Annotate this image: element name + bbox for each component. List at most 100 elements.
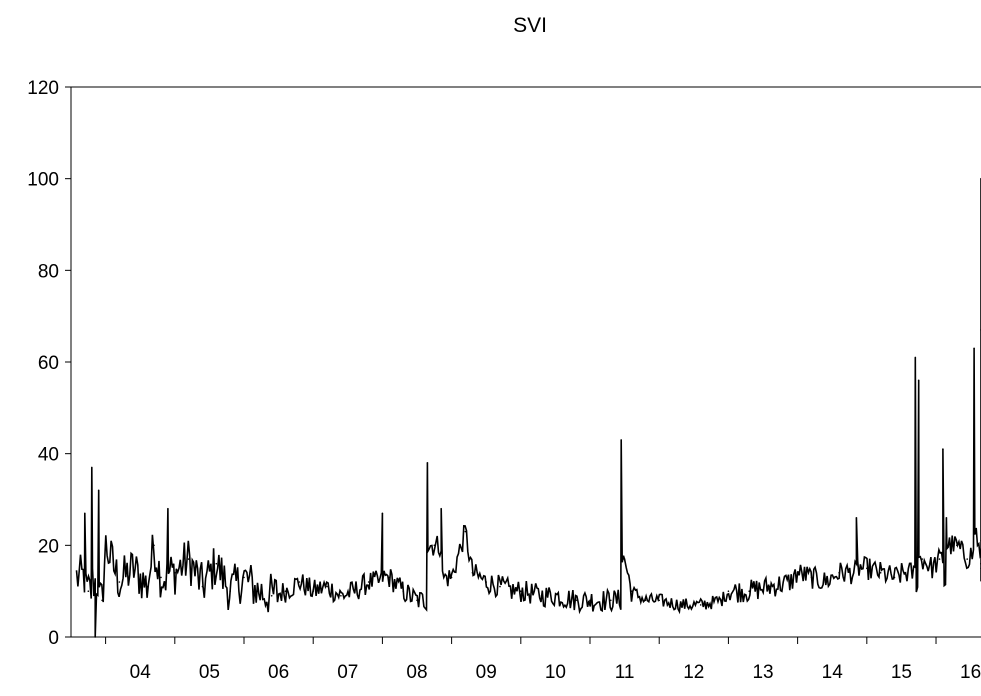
data-point: [174, 572, 176, 574]
data-point: [229, 590, 231, 592]
data-point: [84, 513, 86, 515]
data-point: [416, 600, 418, 602]
data-point: [769, 586, 771, 588]
data-point: [932, 568, 934, 570]
data-point: [389, 577, 391, 579]
x-tick-label: 06: [268, 662, 289, 683]
data-point: [966, 558, 968, 560]
data-point: [354, 590, 356, 592]
y-tick-label: 120: [27, 78, 59, 99]
data-point: [202, 586, 204, 588]
data-point: [915, 357, 917, 359]
y-tick-label: 60: [38, 353, 59, 374]
data-point: [620, 439, 622, 441]
data-point: [721, 600, 723, 602]
data-point: [856, 517, 858, 519]
x-tick-label: 09: [476, 662, 497, 683]
x-tick-label: 16: [960, 662, 981, 683]
data-point: [790, 581, 792, 583]
data-point: [975, 531, 977, 533]
data-point: [133, 568, 135, 570]
data-point: [299, 581, 301, 583]
data-point: [658, 600, 660, 602]
data-point: [748, 590, 750, 592]
data-point: [624, 558, 626, 560]
data-point: [119, 581, 121, 583]
data-point: [427, 462, 429, 464]
data-point: [402, 590, 404, 592]
data-point: [939, 558, 941, 560]
x-tick-label: 10: [545, 662, 566, 683]
data-point: [894, 577, 896, 579]
data-point: [555, 595, 557, 597]
data-point: [94, 636, 96, 638]
data-point: [160, 577, 162, 579]
series-group: [77, 178, 981, 638]
data-point: [146, 586, 148, 588]
x-tick-label: 13: [752, 662, 773, 683]
data-point: [216, 563, 218, 565]
y-tick-label: 0: [48, 628, 59, 649]
y-tick-label: 20: [38, 536, 59, 557]
series-line-svi: [77, 179, 981, 637]
data-point: [797, 572, 799, 574]
data-point: [77, 577, 79, 579]
y-tick-label: 100: [27, 170, 59, 191]
x-tick-label: 11: [615, 662, 635, 683]
data-point: [728, 590, 730, 592]
data-point: [880, 572, 882, 574]
data-point: [312, 590, 314, 592]
data-point: [368, 581, 370, 583]
data-point: [243, 577, 245, 579]
data-point: [866, 568, 868, 570]
y-tick-label: 40: [38, 445, 59, 466]
data-point: [520, 590, 522, 592]
data-point: [440, 508, 442, 510]
data-point: [589, 600, 591, 602]
data-point: [472, 572, 474, 574]
data-point: [700, 604, 702, 606]
data-point: [645, 600, 647, 602]
data-point: [465, 531, 467, 533]
data-point: [101, 600, 103, 602]
data-point: [811, 577, 813, 579]
y-tick-label: 80: [38, 261, 59, 282]
data-point: [434, 545, 436, 547]
data-point: [271, 595, 273, 597]
x-tick-label: 15: [891, 662, 912, 683]
x-tick-label: 12: [683, 662, 704, 683]
data-point: [98, 490, 100, 492]
data-point: [499, 586, 501, 588]
data-point: [91, 467, 93, 469]
data-point: [631, 590, 633, 592]
data-point: [485, 581, 487, 583]
data-point: [188, 558, 190, 560]
data-point: [382, 513, 384, 515]
x-tick-label: 14: [822, 662, 844, 683]
x-tick-label: 04: [130, 662, 152, 683]
data-point: [921, 558, 923, 560]
data-point: [973, 348, 975, 350]
data-point: [513, 590, 515, 592]
x-tick-label: 05: [199, 662, 220, 683]
data-point: [904, 572, 906, 574]
data-point: [970, 554, 972, 556]
x-tick-label: 07: [337, 662, 358, 683]
data-point: [825, 581, 827, 583]
data-point: [610, 600, 612, 602]
data-point: [942, 448, 944, 450]
data-point: [838, 572, 840, 574]
data-point: [918, 380, 920, 382]
data-point: [257, 590, 259, 592]
data-point: [541, 595, 543, 597]
data-point: [946, 517, 948, 519]
data-point: [956, 545, 958, 547]
data-point: [575, 600, 577, 602]
data-point: [340, 595, 342, 597]
data-point: [326, 586, 328, 588]
chart-title: SVI: [0, 14, 981, 38]
data-point: [88, 590, 90, 592]
